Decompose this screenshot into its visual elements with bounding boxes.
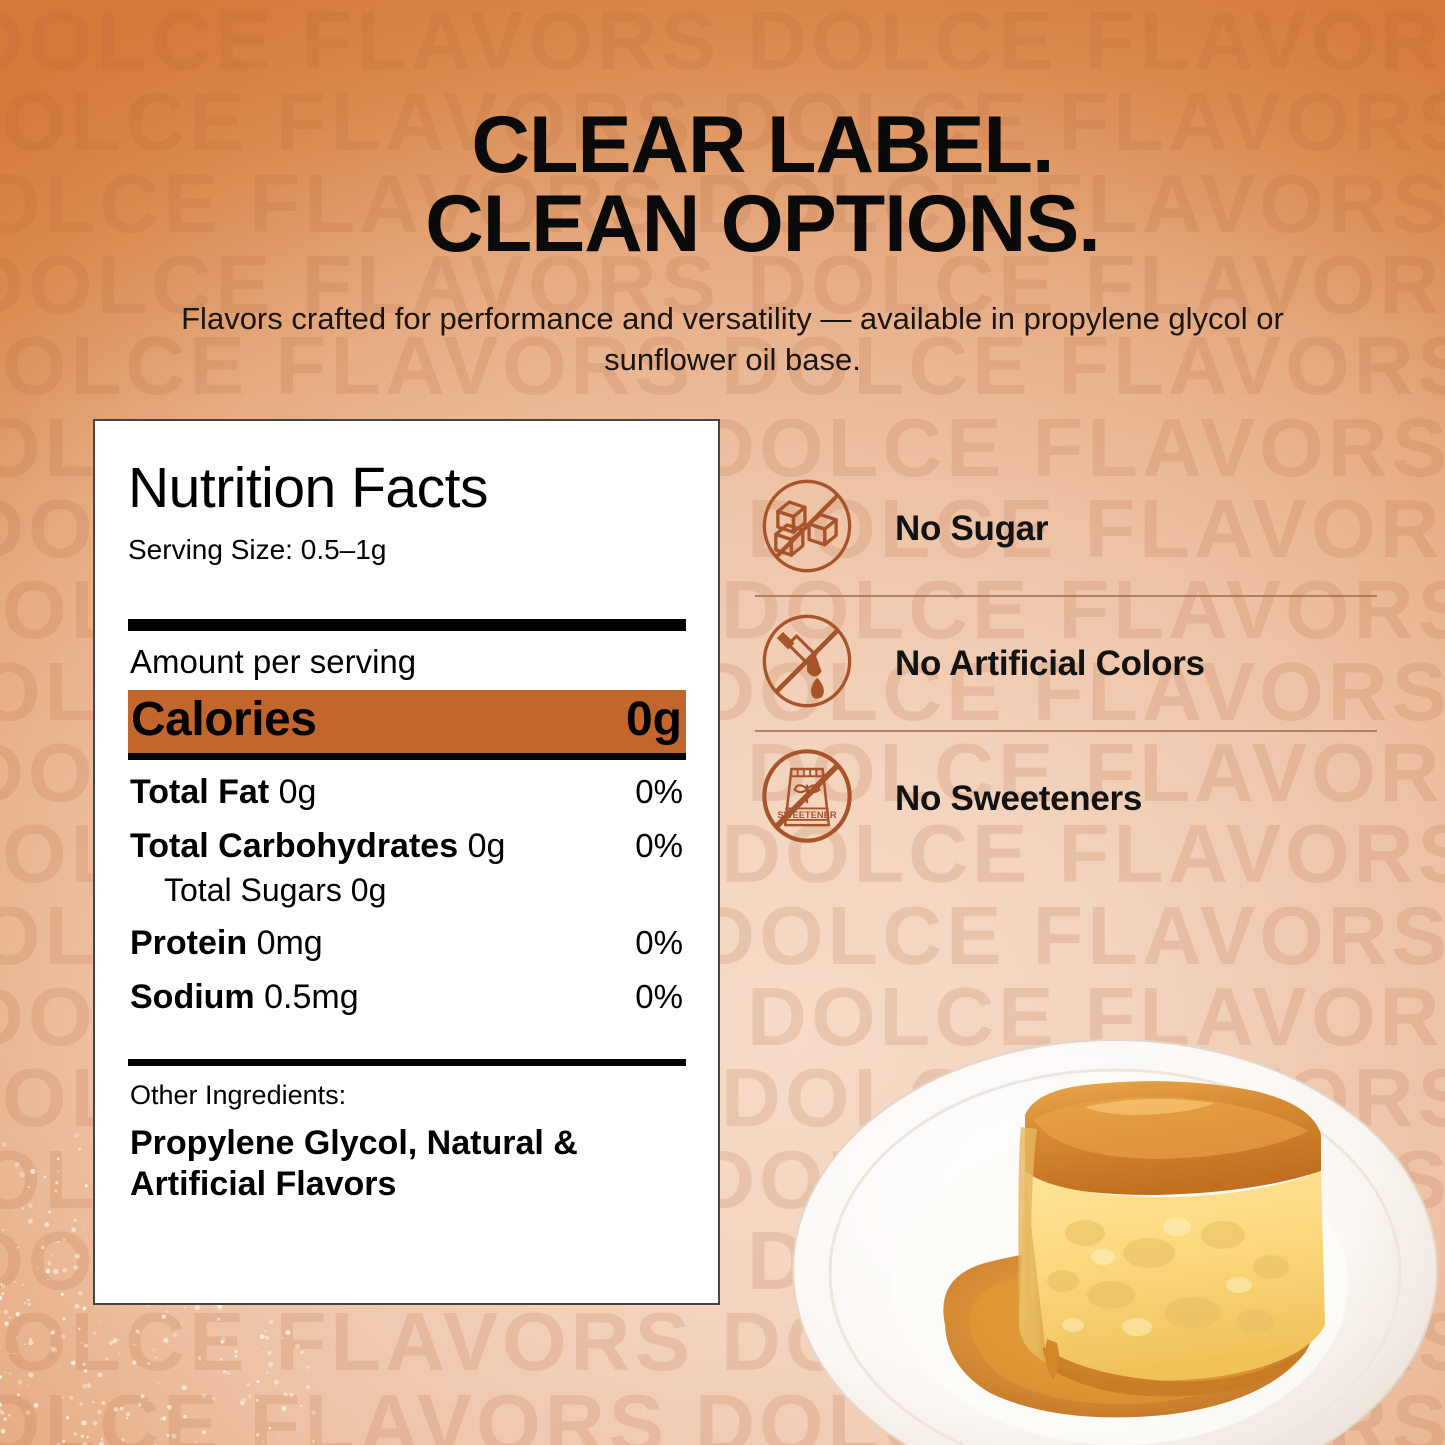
nutrient-name-group: Sodium 0.5mg bbox=[130, 978, 359, 1017]
nutrient-name-group: Total Sugars 0g bbox=[164, 872, 386, 909]
serving-size-text: Serving Size: 0.5–1g bbox=[128, 534, 387, 566]
benefit-item-no-sweeteners: SWEETENER No Sweeteners bbox=[755, 732, 1377, 865]
nutrient-name: Protein bbox=[130, 924, 248, 963]
nutrient-amount: 0g bbox=[467, 827, 506, 866]
nutrient-daily-value: 0% bbox=[635, 773, 683, 811]
product-photo bbox=[785, 995, 1445, 1445]
nutrient-daily-value: 0% bbox=[635, 827, 683, 865]
benefit-item-no-sugar: No Sugar bbox=[755, 462, 1377, 595]
nutrient-amount: 0mg bbox=[256, 924, 323, 963]
benefit-item-no-artificial-colors: No Artificial Colors bbox=[755, 597, 1377, 730]
divider-below-calories bbox=[128, 753, 686, 761]
nutrient-amount: 0.5mg bbox=[264, 978, 359, 1017]
watermark-row: DOLCE FLAVORS DOLCE FLAVORS DOLCE FLAVOR… bbox=[0, 0, 1445, 87]
benefit-divider bbox=[755, 730, 1377, 732]
caramel-bread-pudding-illustration bbox=[792, 1039, 1438, 1445]
no-sweetener-packet-icon: SWEETENER bbox=[755, 744, 865, 853]
table-row: Sodium 0.5mg 0% bbox=[128, 965, 686, 1019]
benefit-label: No Artificial Colors bbox=[895, 643, 1205, 683]
nutrient-name: Sodium bbox=[130, 978, 255, 1017]
nutrient-name: Total Carbohydrates bbox=[130, 827, 459, 866]
watermark-row: DOLCE FLAVORS DOLCE FLAVORS DOLCE FLAVOR… bbox=[0, 1295, 1445, 1389]
divider-thick-top bbox=[128, 619, 686, 632]
page-title: CLEAR LABEL. CLEAN OPTIONS. bbox=[0, 100, 1445, 270]
nutrient-name: Total Sugars bbox=[164, 872, 342, 909]
nutrient-name: Total Fat bbox=[130, 773, 270, 812]
calories-label: Calories bbox=[131, 693, 317, 747]
nutrient-daily-value: 0% bbox=[635, 978, 683, 1016]
nutrient-name-group: Total Carbohydrates 0g bbox=[130, 827, 505, 866]
table-row: Protein 0mg 0% bbox=[128, 911, 686, 965]
table-row: Total Carbohydrates 0g 0% bbox=[128, 814, 686, 868]
other-ingredients-label: Other Ingredients: bbox=[130, 1080, 347, 1111]
nutrition-facts-card: Nutrition Facts Serving Size: 0.5–1g Amo… bbox=[93, 419, 720, 1305]
nutrient-daily-value: 0% bbox=[635, 924, 683, 962]
no-dropper-icon bbox=[755, 609, 865, 718]
no-sugar-cubes-icon bbox=[755, 474, 865, 583]
benefit-label: No Sweeteners bbox=[895, 778, 1143, 818]
nutrient-amount: 0g bbox=[278, 773, 317, 812]
benefits-list: No Sugar No Artifici bbox=[755, 462, 1377, 865]
calories-value: 0g bbox=[625, 693, 682, 747]
page-subtitle: Flavors crafted for performance and vers… bbox=[181, 301, 1284, 378]
watermark-row: DOLCE FLAVORS DOLCE FLAVORS DOLCE FLAVOR… bbox=[0, 1376, 1445, 1445]
table-row: Total Fat 0g 0% bbox=[128, 760, 686, 814]
table-row-sub: Total Sugars 0g bbox=[128, 868, 686, 911]
divider-above-ingredients bbox=[128, 1059, 686, 1067]
amount-per-serving-label: Amount per serving bbox=[130, 643, 417, 681]
other-ingredients-text: Propylene Glycol, Natural & Artificial F… bbox=[130, 1124, 578, 1204]
benefit-divider bbox=[755, 595, 1377, 597]
sweetener-packet-text: SWEETENER bbox=[777, 810, 836, 820]
nutrient-name-group: Protein 0mg bbox=[130, 924, 323, 963]
nutrient-name-group: Total Fat 0g bbox=[130, 773, 316, 812]
headline-line-2: CLEAN OPTIONS. bbox=[425, 179, 1101, 270]
headline-line-1: CLEAR LABEL. bbox=[471, 100, 1055, 190]
calories-row: Calories 0g bbox=[128, 690, 686, 754]
benefit-label: No Sugar bbox=[895, 508, 1049, 548]
nutrient-amount: 0g bbox=[350, 872, 387, 909]
nutrition-facts-title: Nutrition Facts bbox=[128, 456, 488, 520]
